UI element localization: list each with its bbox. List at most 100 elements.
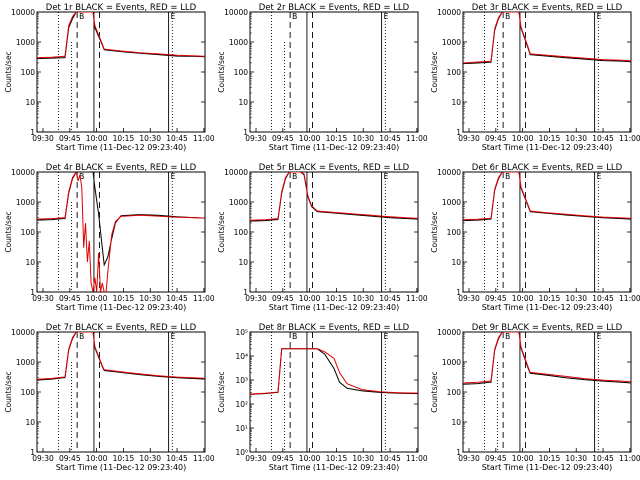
x-tick-label: 10:00 [299, 134, 321, 143]
y-tick-label: 100 [21, 228, 36, 237]
y-tick-label: 10⁴ [235, 352, 248, 361]
y-tick-label: 10 [451, 98, 461, 107]
x-tick-label: 09:45 [272, 454, 294, 463]
y-tick-label: 10 [451, 418, 461, 427]
x-tick-label: 11:00 [193, 454, 215, 463]
y-tick-label: 1 [243, 128, 248, 137]
x-tick-label: 09:45 [59, 454, 81, 463]
x-tick-label: 09:45 [272, 134, 294, 143]
x-tick-label: 10:00 [86, 294, 108, 303]
plot-frame [36, 331, 206, 453]
x-tick-label: 10:00 [86, 134, 108, 143]
annotation-B: B [292, 172, 297, 181]
x-tick-label: 10:15 [539, 294, 561, 303]
x-tick-label: 09:30 [245, 294, 267, 303]
y-tick-label: 10000 [437, 328, 461, 337]
panel-det-6: Det 6r BLACK = Events, RED = LLD 1 10 100 10… [430, 163, 640, 312]
x-axis-label: Start Time (11-Dec-12 09:23:40) [269, 303, 400, 312]
y-tick-label: 10 [238, 258, 248, 267]
x-tick-label: 10:45 [379, 294, 401, 303]
y-axis-label: Counts/sec [217, 371, 226, 412]
x-tick-label: 11:00 [406, 134, 428, 143]
x-axis-label: Start Time (11-Dec-12 09:23:40) [482, 143, 613, 152]
y-tick-label: 1000 [442, 358, 461, 367]
y-tick-label: 1000 [229, 38, 248, 47]
y-tick-label: 100 [234, 68, 249, 77]
y-tick-label: 10 [451, 258, 461, 267]
x-tick-label: 10:30 [352, 294, 374, 303]
plot-frame [36, 171, 206, 293]
plot-frame [249, 331, 419, 453]
series-events-line [250, 172, 418, 222]
x-tick-label: 10:45 [166, 454, 188, 463]
y-tick-label: 1000 [16, 358, 35, 367]
series-events-line [37, 172, 205, 267]
panel-det-2: Det 2r BLACK = Events, RED = LLD 1 10 100 10… [217, 3, 428, 152]
series-lld-line [250, 348, 418, 395]
x-tick-label: 10:00 [512, 454, 534, 463]
x-tick-label: 10:30 [139, 294, 161, 303]
y-tick-label: 1 [456, 448, 461, 457]
y-tick-label: 10000 [11, 8, 35, 17]
annotation-B: B [292, 332, 297, 341]
y-tick-label: 100 [447, 68, 462, 77]
panel-det-9: Det 9r BLACK = Events, RED = LLD 1 10 100 10… [430, 323, 640, 472]
x-tick-label: 10:15 [326, 454, 348, 463]
x-tick-label: 11:00 [619, 454, 640, 463]
x-tick-label: 09:45 [59, 134, 81, 143]
x-tick-label: 09:45 [272, 294, 294, 303]
series-lld-line [463, 172, 631, 221]
plot-frame [249, 11, 419, 133]
x-tick-label: 11:00 [619, 294, 640, 303]
plot-frame [462, 11, 632, 133]
x-tick-label: 10:30 [352, 134, 374, 143]
series-lld-line [37, 332, 205, 380]
x-tick-label: 09:30 [32, 454, 54, 463]
panel-det-5: Det 5r BLACK = Events, RED = LLD 1 10 100 10… [217, 163, 428, 312]
series-lld-line [37, 12, 205, 59]
series-lld-line [250, 172, 418, 221]
y-tick-label: 1000 [442, 198, 461, 207]
annotation-B: B [505, 12, 510, 21]
series-lld-line [463, 12, 631, 64]
x-tick-label: 11:00 [619, 134, 640, 143]
x-tick-label: 09:30 [458, 134, 480, 143]
y-tick-label: 100 [234, 228, 249, 237]
panel-title: Det 1r BLACK = Events, RED = LLD [46, 3, 197, 13]
x-tick-label: 09:45 [59, 294, 81, 303]
x-tick-label: 10:00 [512, 294, 534, 303]
panel-title: Det 7r BLACK = Events, RED = LLD [46, 323, 197, 333]
x-tick-label: 10:45 [379, 134, 401, 143]
x-tick-label: 09:30 [458, 294, 480, 303]
x-tick-label: 10:30 [565, 294, 587, 303]
panel-det-4: Det 4r BLACK = Events, RED = LLD 1 10 100 10… [4, 163, 215, 312]
panel-det-8: Det 8r BLACK = Events, RED = LLD 10⁰ 10¹ 10… [217, 323, 428, 472]
y-tick-label: 100 [447, 388, 462, 397]
x-tick-label: 09:30 [245, 134, 267, 143]
y-tick-label: 10 [238, 98, 248, 107]
y-tick-label: 1 [30, 128, 35, 137]
annotation-E: E [171, 12, 176, 21]
x-tick-label: 10:15 [113, 454, 135, 463]
annotation-E: E [171, 332, 176, 341]
x-tick-label: 09:30 [245, 454, 267, 463]
series-events-line [37, 12, 205, 60]
x-tick-label: 09:45 [485, 134, 507, 143]
series-events-line [463, 332, 631, 385]
y-tick-label: 10000 [437, 8, 461, 17]
y-axis-label: Counts/sec [4, 371, 13, 412]
y-tick-label: 10 [25, 258, 35, 267]
y-tick-label: 100 [21, 388, 36, 397]
annotation-E: E [384, 12, 389, 21]
series-events-line [250, 348, 418, 395]
y-tick-label: 1 [456, 288, 461, 297]
x-tick-label: 11:00 [406, 294, 428, 303]
y-axis-label: Counts/sec [4, 51, 13, 92]
x-tick-label: 10:30 [352, 454, 374, 463]
x-tick-label: 10:30 [139, 454, 161, 463]
panel-det-7: Det 7r BLACK = Events, RED = LLD 1 10 100 10… [4, 323, 215, 472]
y-tick-label: 100 [21, 68, 36, 77]
x-tick-label: 11:00 [406, 454, 428, 463]
y-tick-label: 10000 [11, 328, 35, 337]
annotation-E: E [597, 332, 602, 341]
